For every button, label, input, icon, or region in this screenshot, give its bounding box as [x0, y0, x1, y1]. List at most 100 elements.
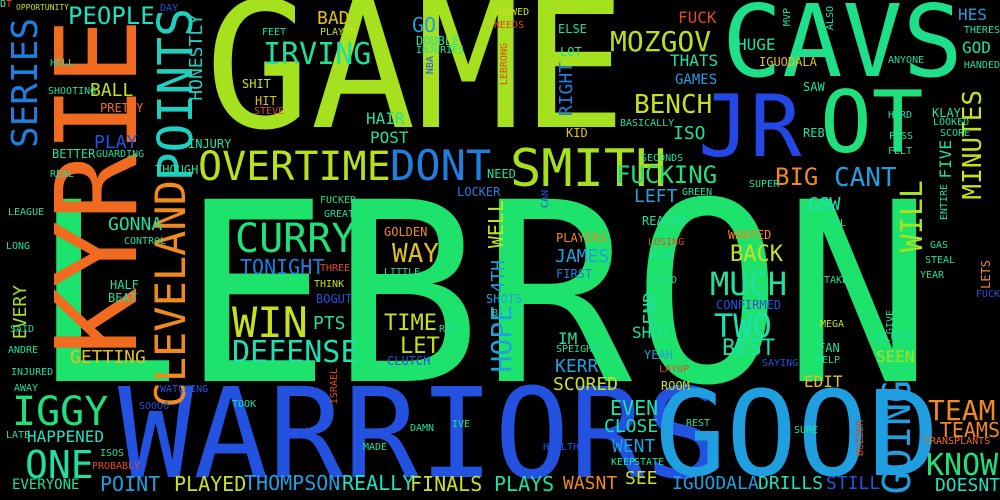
word-smith: SMITH [510, 139, 667, 199]
word-run: RUN [439, 324, 458, 335]
word-really: REALLY [342, 471, 415, 495]
word-super: SUPER [749, 179, 780, 190]
word-soooo: SOOOO [139, 401, 170, 412]
word-away: AWAY [14, 383, 39, 394]
word-else: ELSE [558, 22, 587, 36]
word-going: GOING [875, 380, 919, 495]
word-right: RIGHT [556, 62, 577, 117]
word-cant: CANT [834, 163, 897, 193]
word-better: BETTER [52, 147, 96, 161]
word-injuries: INJURIES [416, 45, 465, 56]
word-half: HALF [110, 278, 139, 292]
word-games: GAMES [675, 72, 718, 88]
word-beast: BEAST [492, 308, 523, 319]
word-thats: THATS [670, 51, 719, 70]
word-know: KNOW [926, 448, 999, 483]
word-hit: HIT [255, 94, 277, 108]
word-fucker: FUCKER [320, 195, 357, 206]
word-scored: SCORED [553, 374, 619, 395]
word-took: TOOK [232, 399, 257, 410]
word-tonight: TONIGHT [240, 255, 325, 279]
word-league: LEAGUE [8, 207, 45, 218]
word-pts: PTS [313, 313, 346, 334]
word-reason: REASON [642, 214, 686, 228]
word-played: PLAYED [174, 472, 247, 496]
word-control: CONTROL [124, 236, 167, 247]
word-good: GOOD [655, 365, 940, 500]
word-green: GREEN [682, 187, 713, 198]
word-hard: HARD [888, 110, 913, 121]
word-curry: CURRY [235, 216, 356, 262]
word-israel: ISRAEL [329, 368, 340, 405]
word-year: YEAR [920, 270, 945, 281]
word-lead: LEAD [653, 275, 678, 286]
word-go: GO [412, 13, 437, 37]
word-teams: TEAMS [939, 418, 1000, 442]
word-hair: HAIR [366, 109, 405, 128]
word-iguodala: IGUODALA [759, 55, 817, 69]
word-doesnt: DOESNT [934, 475, 1000, 496]
word-looked: LOOKED [933, 117, 970, 128]
word-way: WAY [392, 239, 439, 269]
word-showed: SHOWED [493, 7, 530, 18]
word-drills: DRILLS [758, 473, 824, 494]
word-late: LATE [6, 430, 31, 441]
word-little: LITTLE [384, 267, 421, 278]
word-point: POINT [100, 472, 161, 496]
word-kerr: KERR [555, 356, 599, 377]
word-thompson: THOMPSON [244, 471, 341, 495]
word-cavs: CAVS [722, 0, 963, 100]
word-yeah: YEAH [644, 348, 673, 362]
word-needs: NEEDS [494, 20, 525, 31]
word-locker: LOCKER [457, 185, 501, 199]
word-damn: DAMN [410, 423, 435, 434]
word-basically: BASICALLY [620, 118, 675, 129]
word-shooting: SHOOTING [48, 86, 97, 97]
word-think: THINK [314, 279, 345, 290]
word-getting: GETTING [70, 347, 146, 368]
word-god: GOD [962, 38, 991, 57]
word-though: THOUGH [155, 163, 199, 177]
word-handed: HANDED [963, 60, 1000, 71]
word-bench: BENCH [634, 90, 713, 120]
word-close: CLOSE [604, 416, 659, 437]
word-defense: DEFENSE [232, 335, 359, 370]
word-confirmed: CONFIRMED [716, 298, 782, 312]
word-pass: PASS [889, 131, 914, 142]
word-two: TWO [714, 307, 772, 345]
word-gonna: GONNA [108, 214, 163, 235]
word-mvp: MVP [782, 8, 793, 27]
word-finals: FINALS [410, 472, 483, 496]
word-buzzer: BUZZER [855, 420, 866, 457]
word-andre: ANDRE [8, 345, 39, 356]
word-went: WENT [612, 436, 656, 457]
word-players: PLAYERS [556, 231, 607, 245]
word-series: SERIES [5, 18, 46, 149]
word-game: GAME [205, 0, 627, 169]
word-rest: REST [686, 418, 711, 429]
word-double: DOUBLE [416, 34, 460, 48]
word-beat: BEAT [108, 291, 137, 305]
word-block: BLOCK [876, 330, 913, 344]
word-score: SCORE [940, 128, 971, 139]
word-much: MUCH [710, 265, 788, 303]
word-ot: OT [820, 73, 924, 173]
word-made: MADE [363, 442, 388, 453]
word-fucking: FUCKING [616, 161, 718, 189]
word-even: EVEN [610, 396, 659, 420]
word-can: CAN [540, 190, 551, 209]
word-fuck: FUCK [678, 8, 717, 27]
word-let: LET [400, 334, 440, 359]
word-end: END [640, 292, 661, 325]
word-need: NEED [487, 167, 516, 181]
word-im: IM [558, 329, 578, 348]
word-transplants: TRANSPLANTS [924, 436, 991, 447]
word-team: TEAM [928, 394, 996, 427]
word-4th: 4TH [488, 260, 509, 293]
word-still: STILL [826, 473, 881, 494]
word-irving: IRVING [263, 37, 372, 72]
word-blew: BLEW [650, 249, 675, 260]
word-gsw: GSW [808, 194, 841, 215]
word-lets: LETS [979, 260, 993, 289]
word-speights: SPEIGHTS [556, 344, 605, 355]
